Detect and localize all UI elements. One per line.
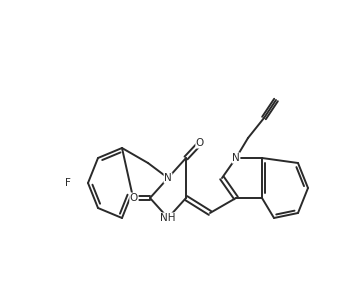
Text: O: O xyxy=(130,193,138,203)
Text: N: N xyxy=(232,153,240,163)
Text: O: O xyxy=(196,138,204,148)
Text: N: N xyxy=(164,173,172,183)
Text: NH: NH xyxy=(160,213,176,223)
Text: F: F xyxy=(65,178,71,188)
